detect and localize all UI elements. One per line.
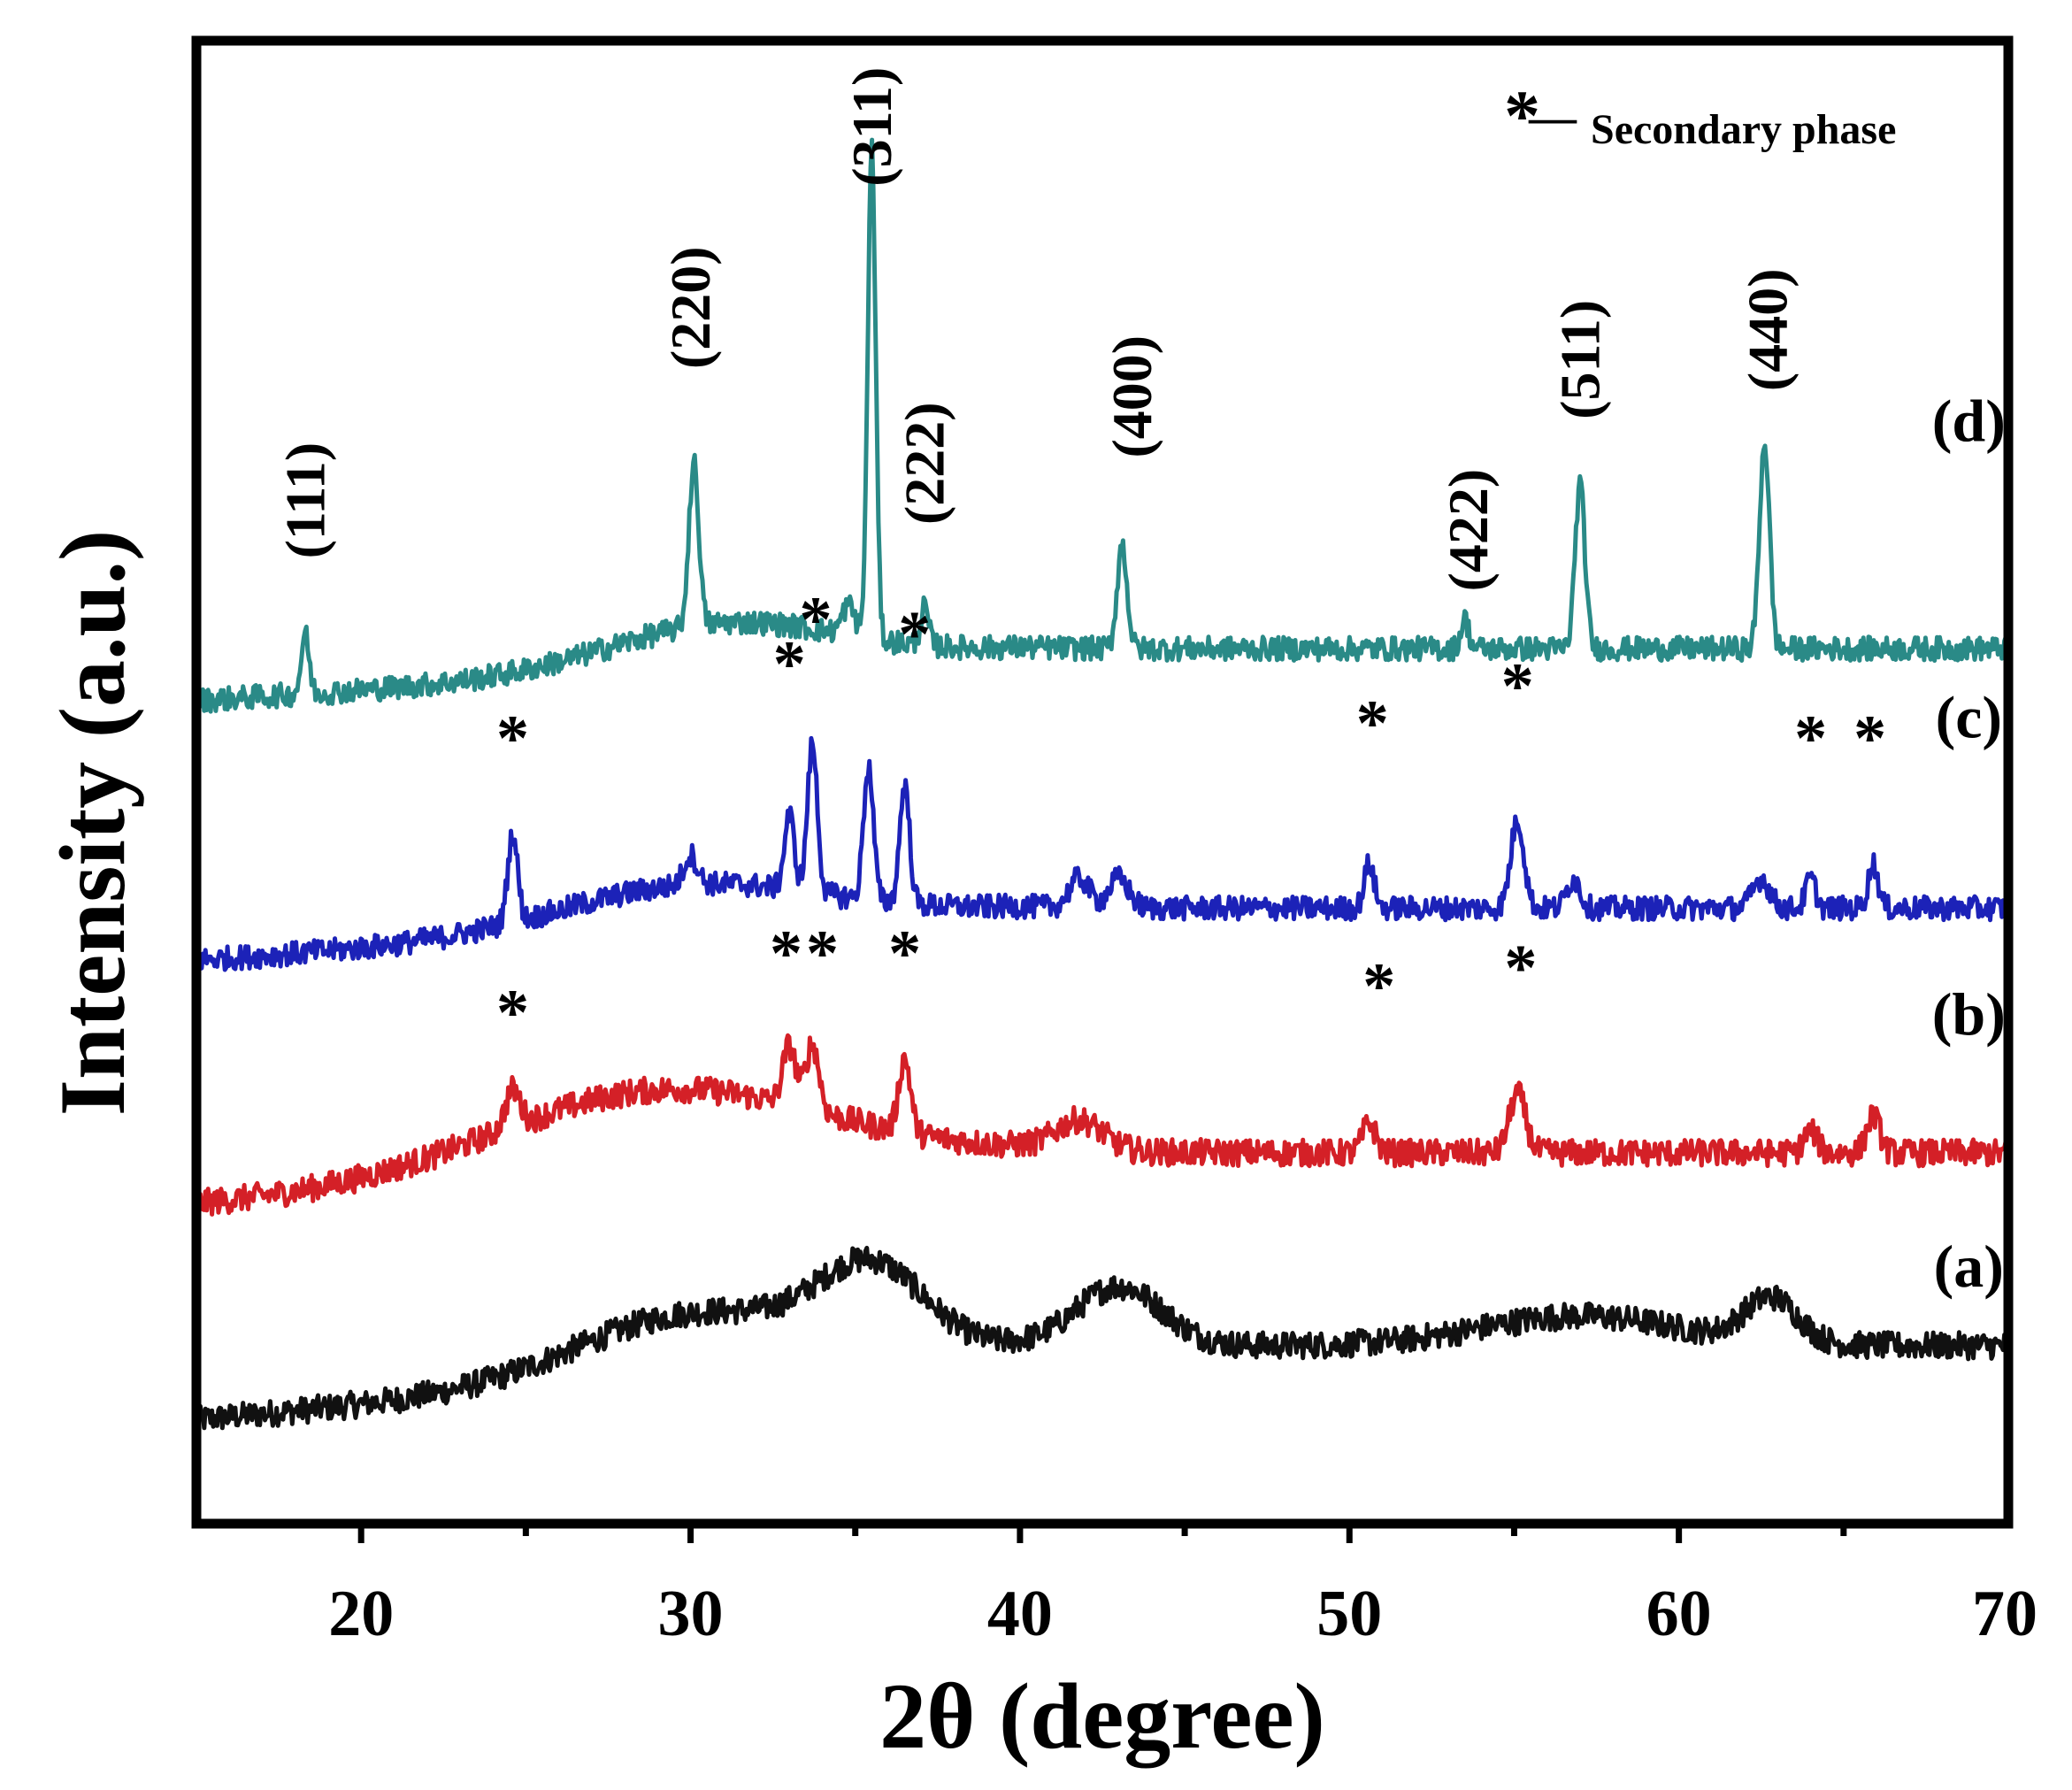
series-line-2	[194, 1033, 2011, 1217]
series-label-4: (d)	[1932, 388, 2006, 455]
secondary-phase-marker: *	[806, 918, 839, 990]
x-tick-label: 70	[1972, 1578, 2037, 1650]
secondary-phase-marker: *	[898, 599, 931, 672]
series-label-1: (a)	[1934, 1233, 2004, 1300]
secondary-phase-marker: *	[1356, 688, 1389, 760]
secondary-phase-marker: *	[770, 918, 802, 990]
legend: * — Secondary phase	[1504, 75, 1896, 156]
secondary-phase-marker: *	[1794, 703, 1827, 775]
y-axis-label: Intensity (a.u.)	[41, 530, 144, 1117]
secondary-phase-marker: *	[1501, 650, 1534, 723]
secondary-phase-marker: *	[888, 918, 921, 990]
x-tick-label: 60	[1646, 1578, 1712, 1650]
series-layer	[194, 137, 2011, 1431]
tick-layer: 20 30 40 50 60 70	[328, 1524, 2037, 1650]
series-label-3: (c)	[1936, 684, 2002, 751]
peak-label-5: (400)	[1101, 335, 1163, 458]
series-line-4	[194, 137, 2011, 714]
peak-label-2: (220)	[659, 246, 722, 369]
secondary-phase-marker: *	[1362, 950, 1395, 1023]
secondary-phase-marker: *	[496, 703, 529, 775]
peak-label-8: (440)	[1737, 268, 1800, 391]
secondary-phase-marker: *	[773, 628, 806, 701]
secondary-phase-marker: *	[1504, 933, 1537, 1005]
peak-label-1: (111)	[273, 442, 336, 559]
peak-label-7: (511)	[1548, 300, 1611, 419]
x-axis-label: 2θ (degree)	[879, 1664, 1325, 1768]
peak-label-4: (222)	[893, 402, 955, 525]
annotation-layer: (a) (b) (c) (d) (111) (220) (311) (222) (400) (42…	[273, 67, 2005, 1300]
x-tick-label: 40	[987, 1578, 1053, 1650]
series-line-3	[195, 735, 2011, 972]
x-tick-label: 20	[328, 1578, 394, 1650]
plot-frame	[191, 35, 2014, 1529]
legend-text: Secondary phase	[1591, 106, 1896, 153]
secondary-phase-marker: *	[800, 584, 833, 657]
x-tick-label: 30	[658, 1578, 724, 1650]
series-label-2: (b)	[1932, 980, 2006, 1048]
secondary-phase-marker: *	[1853, 703, 1886, 775]
peak-label-3: (311)	[840, 67, 903, 187]
peak-label-6: (422)	[1437, 469, 1500, 592]
legend-star-icon: *	[1504, 75, 1540, 156]
series-line-1	[194, 1245, 2009, 1431]
x-tick-label: 50	[1316, 1578, 1382, 1650]
legend-dash: —	[1528, 90, 1577, 143]
secondary-phase-marker: *	[496, 977, 529, 1049]
